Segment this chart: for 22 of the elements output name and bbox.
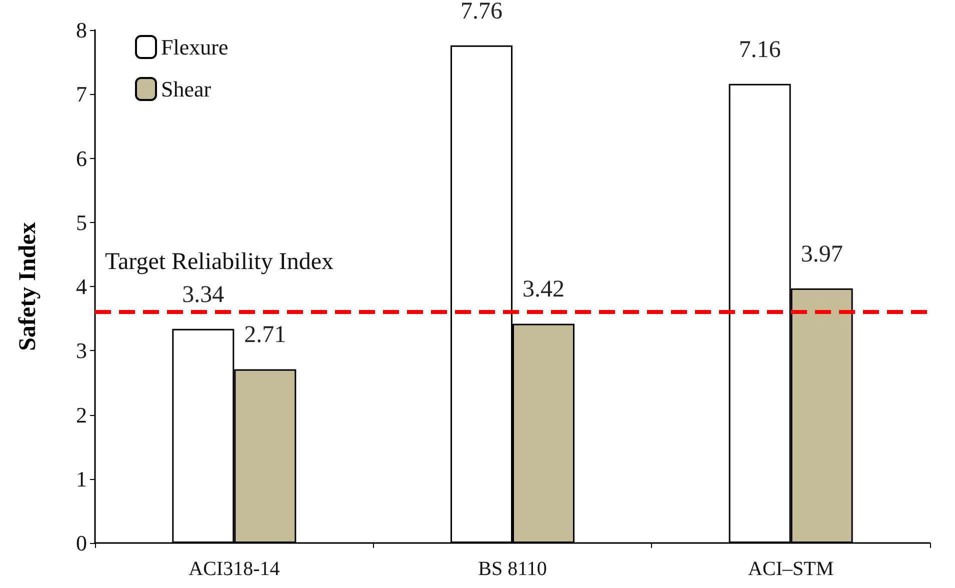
y-tick-label: 8 [76, 18, 87, 42]
x-tick-label: ACI–STM [748, 558, 834, 580]
y-tick-label: 4 [76, 274, 87, 299]
data-label: 2.71 [244, 322, 286, 348]
data-label: 3.42 [522, 276, 564, 303]
y-axis-title: Safety Index [15, 222, 41, 351]
legend-label: Shear [161, 76, 212, 102]
x-tick-label: ACI318-14 [188, 558, 280, 580]
data-label: 3.34 [182, 282, 224, 308]
y-tick-label: 0 [76, 530, 87, 556]
y-tick-label: 1 [76, 466, 87, 492]
data-label: 3.97 [800, 241, 843, 268]
y-tick-label: 7 [76, 82, 87, 107]
x-tick-label: BS 8110 [478, 558, 547, 580]
y-tick-label: 5 [76, 210, 87, 235]
y-tick-label: 3 [76, 338, 87, 364]
y-tick-label: 6 [76, 146, 87, 171]
legend-label: Flexure [161, 34, 228, 60]
data-label: 7.16 [738, 36, 781, 63]
y-tick-label: 2 [76, 402, 87, 428]
data-label: 7.76 [460, 0, 502, 24]
ref-line-label: Target Reliability Index [105, 249, 334, 276]
